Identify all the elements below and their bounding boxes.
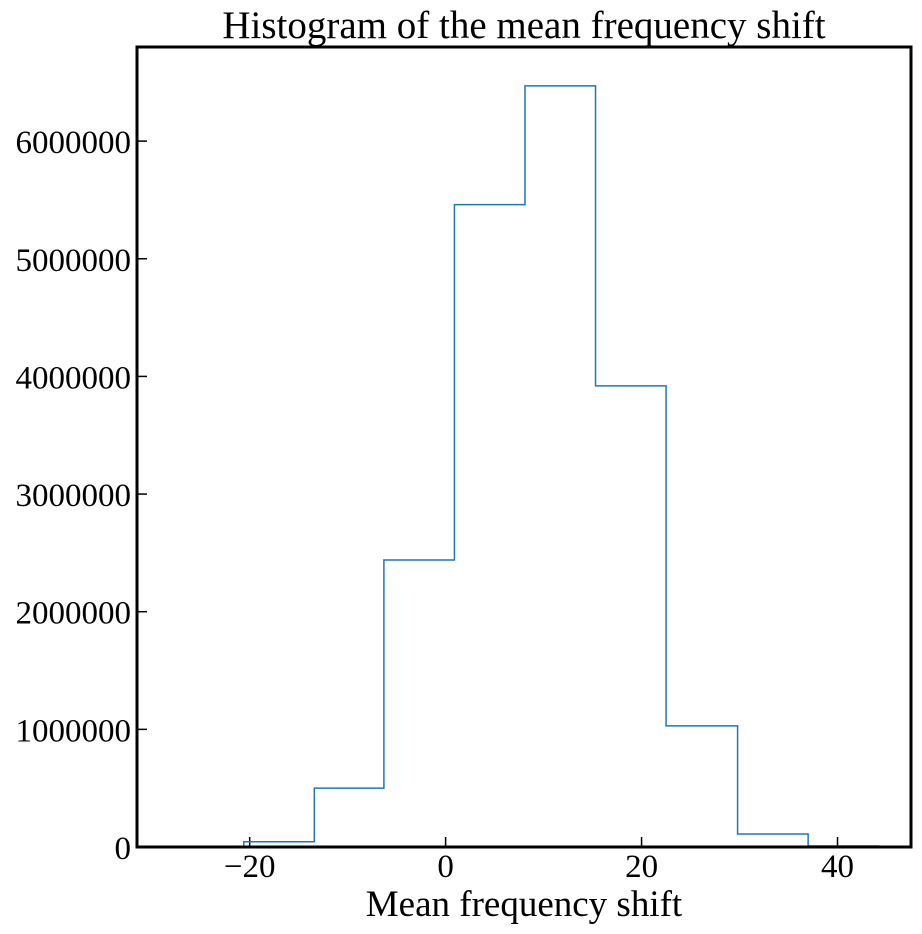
x-tick-label: −20 xyxy=(224,849,276,885)
axis-tick-labels: −20 0 20 40 0 1000000 2000000 3000000 4000000 500… xyxy=(16,125,855,885)
x-tick-label: 20 xyxy=(625,849,658,885)
plot-frame xyxy=(135,45,913,849)
y-tick-label: 1000000 xyxy=(16,713,132,749)
y-tick-label: 5000000 xyxy=(16,243,132,279)
axis-ticks xyxy=(137,140,839,848)
x-tick-label: 0 xyxy=(437,849,454,885)
y-tick-label: 0 xyxy=(115,831,132,867)
y-tick-label: 4000000 xyxy=(16,360,132,396)
y-tick-label: 2000000 xyxy=(16,596,132,632)
x-tick-label: 40 xyxy=(821,849,854,885)
y-tick-label: 3000000 xyxy=(16,478,132,514)
histogram-step-line xyxy=(243,85,880,847)
y-tick-label: 6000000 xyxy=(16,125,132,161)
chart-title: Histogram of the mean frequency shift xyxy=(222,4,825,47)
x-axis-label: Mean frequency shift xyxy=(366,884,683,925)
